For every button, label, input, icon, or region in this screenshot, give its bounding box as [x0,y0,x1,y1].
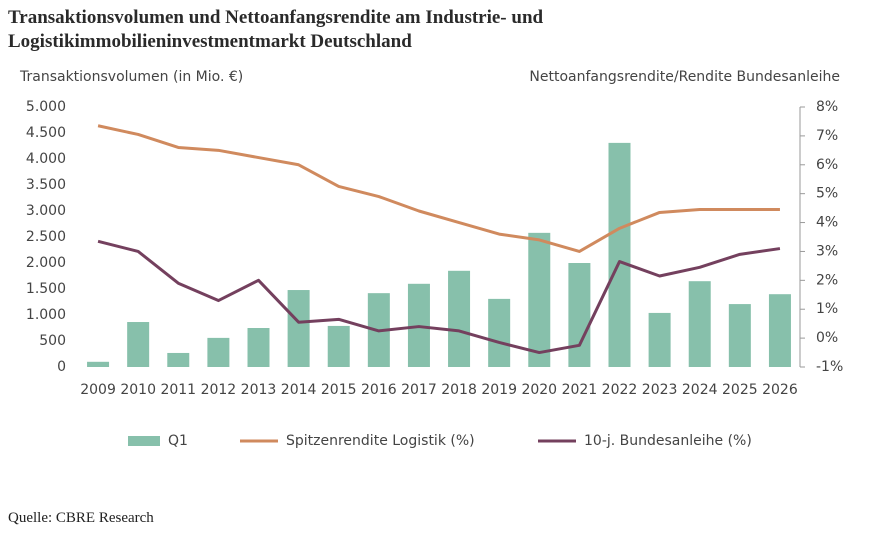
y2-tick-label: 7% [816,128,838,144]
x-tick-label: 2024 [682,382,718,398]
legend-label: Spitzenrendite Logistik (%) [286,433,475,449]
line [97,239,781,355]
y2-tick-label: 6% [816,157,838,173]
y-tick-label: 5.000 [26,99,66,115]
x-tick-label: 2013 [241,382,277,398]
y-tick-label: 1.500 [26,281,66,297]
bar [167,352,190,367]
y-tick-label: 1.000 [26,307,66,323]
x-tick-label: 2020 [521,382,557,398]
x-tick-label: 2022 [602,382,638,398]
legend-label: Q1 [168,433,188,449]
x-tick-label: 2021 [562,382,598,398]
y-tick-label: 500 [39,333,66,349]
y2-tick-label: 1% [816,301,838,317]
x-tick-label: 2018 [441,382,477,398]
y-tick-label: 3.000 [26,203,66,219]
bar [127,322,150,367]
y-tick-label: 2.500 [26,229,66,245]
bar [688,281,711,367]
x-tick-label: 2012 [201,382,237,398]
x-tick-label: 2023 [642,382,678,398]
bar [247,328,270,367]
line [97,124,780,253]
x-tick-label: 2011 [160,382,196,398]
y2-tick-label: 8% [816,99,838,115]
y-tick-label: 4.500 [26,125,66,141]
y2-axis-label: Nettoanfangsrendite/Rendite Bundesanleih… [529,69,840,85]
bar [87,361,110,367]
y-tick-label: 2.000 [26,255,66,271]
chart-title: Transaktionsvolumen und Nettoanfangsrend… [8,7,544,52]
bar [728,304,751,367]
bar [207,337,230,367]
y-axis-label: Transaktionsvolumen (in Mio. €) [19,69,243,85]
x-tick-label: 2026 [762,382,798,398]
x-tick-label: 2016 [361,382,397,398]
y2-tick-label: 5% [816,186,838,202]
y2-tick-label: -1% [816,359,843,375]
bar [568,263,591,367]
x-tick-label: 2017 [401,382,437,398]
bar [768,294,791,367]
x-tick-label: 2025 [722,382,758,398]
bar [608,142,631,367]
y2-tick-label: 4% [816,215,838,231]
chart: Transaktionsvolumen (in Mio. €) Nettoanf… [19,69,843,449]
y2-tick-label: 0% [816,330,838,346]
bar [287,290,310,367]
legend-swatch [128,436,160,446]
x-tick-label: 2019 [481,382,517,398]
legend-label: 10-j. Bundesanleihe (%) [584,433,752,449]
bar [448,270,471,367]
x-tick-label: 2010 [120,382,156,398]
y2-tick-label: 3% [816,243,838,259]
source: Quelle: CBRE Research [8,510,154,526]
bar [648,312,671,367]
bar [528,232,551,367]
bar [488,298,511,367]
y-tick-label: 3.500 [26,177,66,193]
y2-tick-label: 2% [816,272,838,288]
y-tick-label: 4.000 [26,151,66,167]
x-tick-label: 2009 [80,382,116,398]
x-tick-label: 2014 [281,382,317,398]
x-tick-label: 2015 [321,382,357,398]
y-tick-label: 0 [57,359,66,375]
bar [327,325,350,367]
